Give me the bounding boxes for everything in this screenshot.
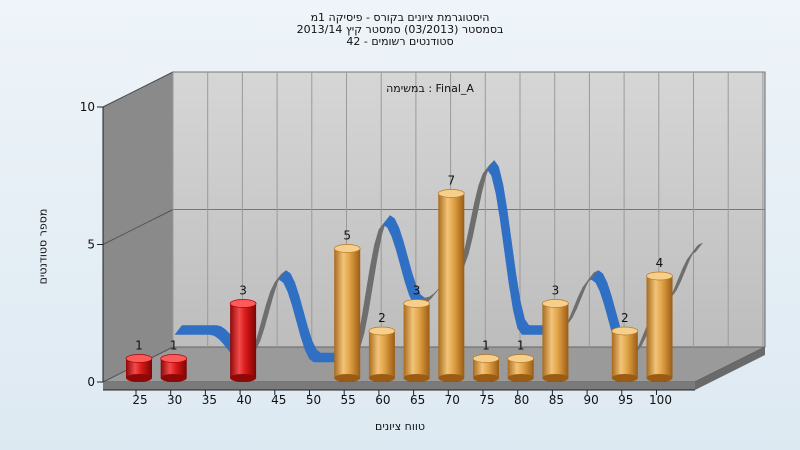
data-label: 1 xyxy=(517,339,525,353)
data-label: 1 xyxy=(135,339,143,353)
x-tick-label: 90 xyxy=(583,393,598,407)
bar xyxy=(646,271,673,382)
bar xyxy=(333,244,361,382)
bar xyxy=(611,326,639,382)
bar-base xyxy=(403,374,430,382)
axes xyxy=(97,106,695,395)
y-tick-label: 0 xyxy=(87,375,95,389)
bar-base xyxy=(334,374,361,382)
bar-base xyxy=(230,374,257,382)
plot-floor-edge xyxy=(103,382,695,390)
bar-body xyxy=(473,358,499,378)
y-tick-label: 5 xyxy=(87,238,95,252)
x-tick-label: 35 xyxy=(202,393,217,407)
gridline-side xyxy=(102,209,174,245)
bar-top xyxy=(646,271,673,281)
bar-top xyxy=(472,354,500,363)
x-tick-label: 25 xyxy=(132,393,147,407)
data-label: 3 xyxy=(239,284,247,298)
bar-top xyxy=(542,299,569,308)
bar xyxy=(507,354,535,382)
bar xyxy=(403,299,430,382)
plot-floor-edge-side xyxy=(695,347,765,390)
chart-title-line-1: היסטוגרמת ציונים בקורס - פיסיקה 1מ xyxy=(310,11,490,24)
x-tick-label: 80 xyxy=(514,393,529,407)
trend-ribbon-segment xyxy=(690,242,703,255)
data-label: 1 xyxy=(482,339,490,353)
x-tick-label: 55 xyxy=(341,393,356,407)
x-tick-label: 70 xyxy=(445,393,460,407)
data-label: 1 xyxy=(170,339,178,353)
bar-body xyxy=(507,358,534,378)
data-label: 7 xyxy=(447,174,455,188)
bar xyxy=(125,354,153,382)
bar-base xyxy=(507,374,534,382)
x-tick-label: 45 xyxy=(271,393,286,407)
bar xyxy=(160,354,188,382)
bar-body xyxy=(368,331,395,378)
bar xyxy=(229,299,257,382)
x-tick-label: 60 xyxy=(375,393,390,407)
data-label: 3 xyxy=(413,284,421,298)
bar-base xyxy=(473,374,499,382)
bar-top xyxy=(507,354,535,363)
x-tick-label: 40 xyxy=(236,393,251,407)
bar-base xyxy=(160,374,187,382)
bar-body xyxy=(438,193,465,378)
bar-body xyxy=(160,358,187,378)
x-tick-label: 100 xyxy=(649,393,672,407)
x-tick-label: 30 xyxy=(167,393,182,407)
bar-body xyxy=(126,358,152,378)
inner-label: במשימה : Final_A xyxy=(386,82,474,95)
bar-top xyxy=(333,244,361,253)
bar-top xyxy=(229,299,257,308)
bar-base xyxy=(646,374,673,382)
x-tick-label: 65 xyxy=(410,393,425,407)
data-label: 2 xyxy=(378,311,386,325)
bar-body xyxy=(611,331,638,378)
bar-body xyxy=(403,303,430,378)
chart-title-line-2: בסמסטר (03/2013) סמסטר קיץ 2013/14 xyxy=(296,23,504,36)
bar xyxy=(437,189,465,382)
bar-body xyxy=(230,303,257,378)
data-label: 2 xyxy=(621,311,629,325)
bar-top xyxy=(125,354,153,363)
gridline-side xyxy=(102,71,174,108)
bar-base xyxy=(542,374,569,382)
bar xyxy=(472,354,500,382)
data-label: 5 xyxy=(343,229,351,243)
data-label: 4 xyxy=(656,256,664,270)
bar-top xyxy=(403,299,430,308)
x-tick-label: 75 xyxy=(479,393,494,407)
y-axis-title: מספר סטודנטים xyxy=(36,208,50,285)
bars xyxy=(125,189,673,382)
data-label: 3 xyxy=(552,284,560,298)
bar-base xyxy=(611,374,638,382)
bar-base xyxy=(438,374,465,382)
bar-base xyxy=(126,374,152,382)
bar-body xyxy=(334,248,361,378)
bar xyxy=(542,299,569,382)
x-tick-label: 50 xyxy=(306,393,321,407)
y-tick-label: 10 xyxy=(80,100,95,114)
bar-body xyxy=(646,276,673,378)
x-axis-title: טווח ציונים xyxy=(375,420,425,433)
x-tick-label: 95 xyxy=(618,393,633,407)
bar-body xyxy=(542,303,569,378)
bar-base xyxy=(368,374,395,382)
bar-top xyxy=(160,354,188,363)
x-tick-label: 85 xyxy=(549,393,564,407)
bar-top xyxy=(611,326,639,336)
bar-top xyxy=(437,189,465,198)
bar-top xyxy=(368,326,396,336)
bar xyxy=(368,326,396,382)
chart-title-line-3: 42 - סטודנטים רשומים xyxy=(346,35,454,48)
